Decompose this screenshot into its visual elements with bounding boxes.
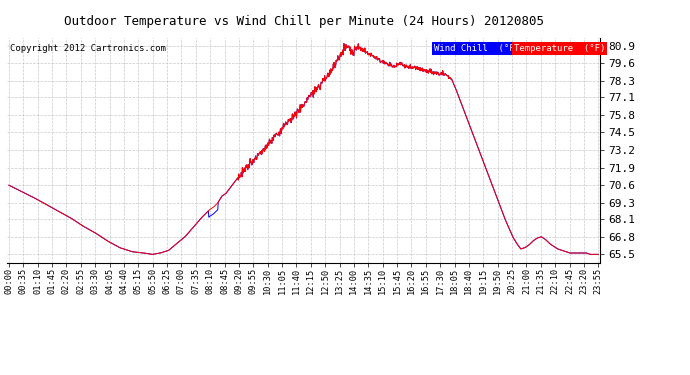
Text: Wind Chill  (°F): Wind Chill (°F) <box>434 44 520 53</box>
Text: Outdoor Temperature vs Wind Chill per Minute (24 Hours) 20120805: Outdoor Temperature vs Wind Chill per Mi… <box>63 15 544 28</box>
Text: Copyright 2012 Cartronics.com: Copyright 2012 Cartronics.com <box>10 44 166 53</box>
Text: Temperature  (°F): Temperature (°F) <box>514 44 606 53</box>
